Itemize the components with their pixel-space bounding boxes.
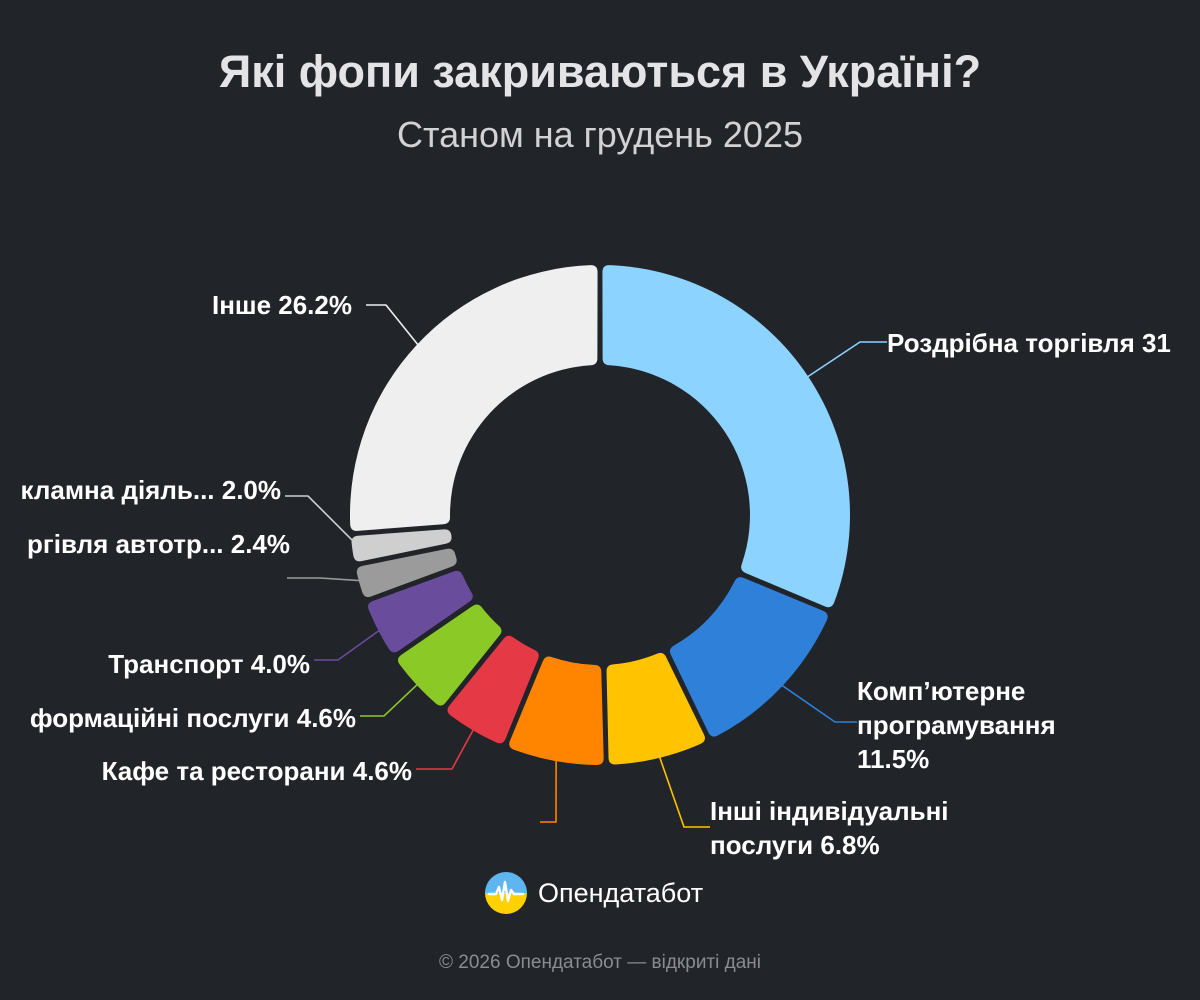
slice-label-роздрібна-торгівля: Роздрібна торгівля 31 — [887, 328, 1171, 358]
pie-slice-роздрібна-торгівля — [602, 265, 850, 608]
pie-slice-інформаційні-послуги — [397, 604, 502, 706]
chart-subtitle: Станом на грудень 2025 — [397, 114, 803, 155]
leader-line-рекламна-діяль — [285, 495, 361, 549]
pie-slice-інші-індивідуальні-послуги — [606, 652, 705, 765]
leader-line-інші-індивідуальні-послуги — [656, 749, 710, 828]
leader-line-транспорт — [314, 625, 386, 661]
leader-line-кафе-та-ресторани — [416, 722, 478, 770]
pie-slice-інше — [349, 265, 598, 531]
pie-slice-комп-ютерне-програмування — [669, 577, 828, 737]
opendatabot-logo-icon — [485, 872, 527, 914]
leader-line-комп-ютерне-програмування — [775, 680, 857, 723]
slice-label-рекламна-діяль: кламна діяль... 2.0% — [21, 475, 281, 505]
slice-label-інше: Інше 26.2% — [212, 290, 352, 320]
leader-line-інформаційні-послуги — [360, 678, 424, 717]
slice-label-інші-індивідуальні-послуги: Інші індивідуальні послуги 6.8% — [710, 796, 949, 860]
slice-label-торгівля-автотр: ргівля автотр... 2.4% — [27, 529, 290, 559]
pie-slice-кафе-та-ресторани — [447, 635, 539, 744]
footer-copyright: © 2026 Опендатабот — відкриті дані — [439, 952, 761, 973]
pie-slice-транспорт — [368, 570, 473, 653]
brand-name: Опендатабот — [538, 877, 704, 908]
slice-label-транспорт: Транспорт 4.0% — [108, 649, 310, 679]
slice-label-комп-ютерне-програмування: Комп’ютерне програмування 11.5% — [857, 676, 1056, 774]
leader-line-торгівля-автотр — [287, 577, 368, 582]
leader-line-роздрібна-торгівля — [800, 341, 887, 382]
pie-slice-рекламна-діяль — [351, 529, 452, 562]
brand: Опендатабот — [484, 871, 703, 915]
chart-title: Які фопи закриваються в Україні? — [218, 46, 982, 97]
leader-line-інше — [366, 304, 424, 351]
pie-slice-торгівля-автотр — [356, 548, 457, 598]
slice-label-інформаційні-послуги: формаційні послуги 4.6% — [30, 703, 356, 733]
slice-label-кафе-та-ресторани: Кафе та ресторани 4.6% — [102, 756, 412, 786]
pie-slice-unlabeled-3 — [509, 656, 604, 765]
leader-line-unlabeled-3 — [540, 752, 557, 823]
